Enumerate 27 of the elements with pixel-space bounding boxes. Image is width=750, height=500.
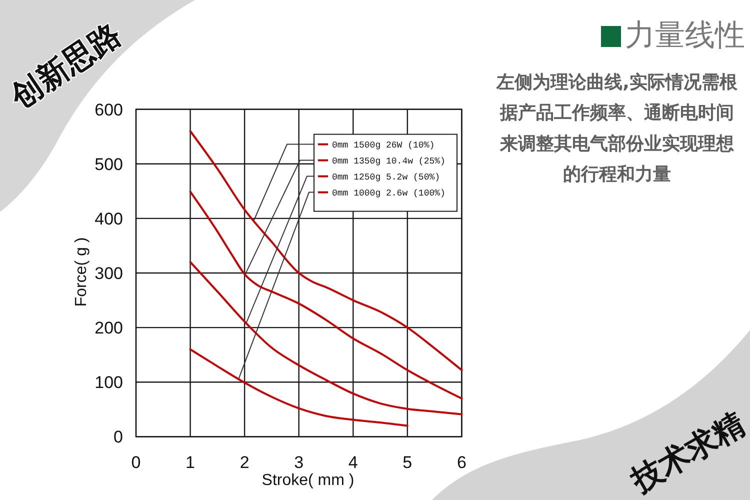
x-tick-label: 4 [348, 453, 358, 472]
text: 力量线性 [625, 18, 745, 53]
text: 技术求精 [624, 406, 750, 500]
y-tick-label: 100 [94, 373, 123, 392]
x-tick-label: 5 [402, 453, 412, 472]
y-tick-label: 600 [94, 100, 123, 120]
legend-label: 0mm 1350g 10.4w (25%) [332, 156, 446, 166]
y-tick-label: 300 [94, 264, 123, 283]
x-tick-label: 1 [186, 453, 196, 472]
line-series [189, 261, 463, 416]
x-tick-label: 0 [131, 453, 141, 472]
text: 左侧为理论曲线,实际情况需根据产品工作频率、通断电时间来调整其电气部份业实现理想的行程和力量 [496, 72, 738, 186]
x-tick-label: 6 [456, 453, 466, 472]
x-tick-label: 2 [240, 453, 250, 472]
y-axis-title: Force( g ) [73, 237, 90, 307]
x-axis-title: Stroke( mm ) [262, 472, 354, 489]
x-tick-label: 3 [294, 453, 304, 472]
y-tick-label: 200 [94, 318, 123, 338]
line-series [189, 348, 408, 427]
y-tick-label: 0 [114, 428, 123, 447]
legend-label: 0mm 1000g 2.6w (100%) [332, 188, 446, 198]
line-series [189, 190, 463, 400]
legend-label: 0mm 1500g 26W (10%) [332, 140, 435, 150]
y-tick-label: 400 [94, 209, 123, 228]
line-series [189, 130, 463, 372]
y-tick-label: 500 [94, 154, 123, 174]
legend-label: 0mm 1250g 5.2w (50%) [332, 172, 440, 182]
